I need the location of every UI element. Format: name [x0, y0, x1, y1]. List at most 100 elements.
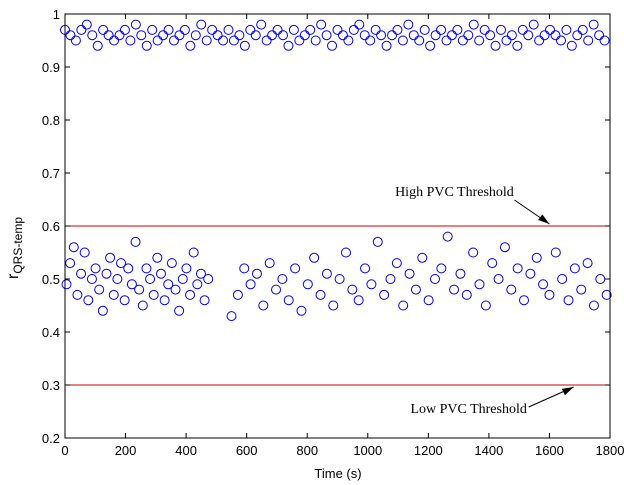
data-point	[316, 19, 327, 30]
data-point	[423, 295, 434, 306]
data-point	[163, 279, 174, 290]
data-point	[534, 35, 545, 46]
y-tick-label: 0.9	[42, 60, 60, 75]
data-point	[201, 35, 212, 46]
data-point	[403, 19, 414, 30]
data-point	[582, 258, 593, 269]
data-point	[392, 24, 403, 35]
data-point	[174, 305, 185, 316]
data-point	[404, 268, 415, 279]
data-point	[166, 258, 177, 269]
data-point	[519, 295, 530, 306]
data-point	[479, 24, 490, 35]
data-point	[555, 35, 566, 46]
data-point	[417, 252, 428, 263]
data-point	[228, 35, 239, 46]
data-point	[376, 30, 387, 41]
data-point	[181, 263, 192, 274]
data-point	[234, 30, 245, 41]
data-point	[493, 274, 504, 284]
data-point	[271, 284, 282, 295]
annotation-label: Low PVC Threshold	[410, 402, 526, 417]
data-point	[294, 35, 305, 46]
data-point	[430, 30, 441, 41]
data-point	[455, 268, 466, 279]
data-point	[251, 268, 262, 279]
data-point	[290, 263, 301, 274]
data-point	[261, 35, 272, 46]
data-point	[203, 274, 214, 284]
data-point	[506, 30, 517, 41]
data-point	[572, 30, 583, 41]
data-point	[90, 263, 101, 274]
data-point	[544, 289, 555, 300]
x-tick-label: 200	[115, 443, 137, 458]
y-tick-label: 0.5	[42, 272, 60, 287]
data-point	[283, 40, 294, 51]
data-point	[190, 30, 201, 41]
data-point	[177, 274, 188, 284]
data-point	[550, 30, 561, 41]
data-point	[65, 258, 76, 269]
data-point	[461, 289, 472, 300]
data-point	[86, 274, 97, 284]
data-point	[76, 268, 87, 279]
x-tick-label: 1000	[353, 443, 382, 458]
data-point	[196, 19, 207, 30]
data-point	[163, 24, 174, 35]
data-point	[277, 274, 288, 284]
data-point	[347, 284, 358, 295]
data-point	[223, 24, 234, 35]
y-axis-label: rQRS-temp	[5, 217, 25, 279]
data-point	[381, 40, 392, 51]
x-tick-label: 1200	[414, 443, 443, 458]
data-point	[159, 295, 170, 306]
data-point	[595, 274, 606, 284]
data-point	[446, 30, 457, 41]
y-axis-label-main: r	[5, 273, 22, 279]
data-point	[353, 295, 364, 306]
data-point	[557, 274, 568, 284]
data-point	[218, 35, 229, 46]
data-point	[594, 30, 605, 41]
data-point	[309, 252, 320, 263]
data-point	[152, 35, 163, 46]
data-point	[370, 24, 381, 35]
data-point	[327, 40, 338, 51]
data-point	[588, 19, 599, 30]
data-point	[397, 35, 408, 46]
data-point	[512, 40, 523, 51]
data-point	[188, 247, 199, 258]
y-tick-label: 0.6	[42, 219, 60, 234]
data-point	[108, 289, 119, 300]
data-point	[408, 30, 419, 41]
data-point	[315, 289, 326, 300]
data-point	[72, 289, 83, 300]
data-point	[480, 300, 491, 311]
data-point	[79, 247, 90, 258]
data-point	[232, 289, 243, 300]
data-point	[116, 258, 127, 269]
data-point	[474, 279, 485, 290]
data-point	[192, 279, 203, 290]
data-point	[463, 30, 474, 41]
data-point	[436, 24, 447, 35]
data-point	[372, 236, 383, 247]
data-point	[119, 24, 130, 35]
data-point	[531, 252, 542, 263]
data-point	[245, 24, 256, 35]
data-point	[123, 263, 134, 274]
data-point	[441, 35, 452, 46]
data-point	[114, 30, 125, 41]
data-point	[321, 30, 332, 41]
data-point	[94, 284, 105, 295]
data-point	[576, 284, 587, 295]
data-point	[561, 24, 572, 35]
data-point	[81, 19, 92, 30]
y-tick-label: 0.2	[42, 431, 60, 446]
data-point	[169, 35, 179, 46]
data-point	[212, 30, 223, 41]
data-point	[442, 231, 453, 242]
data-point	[601, 289, 612, 300]
